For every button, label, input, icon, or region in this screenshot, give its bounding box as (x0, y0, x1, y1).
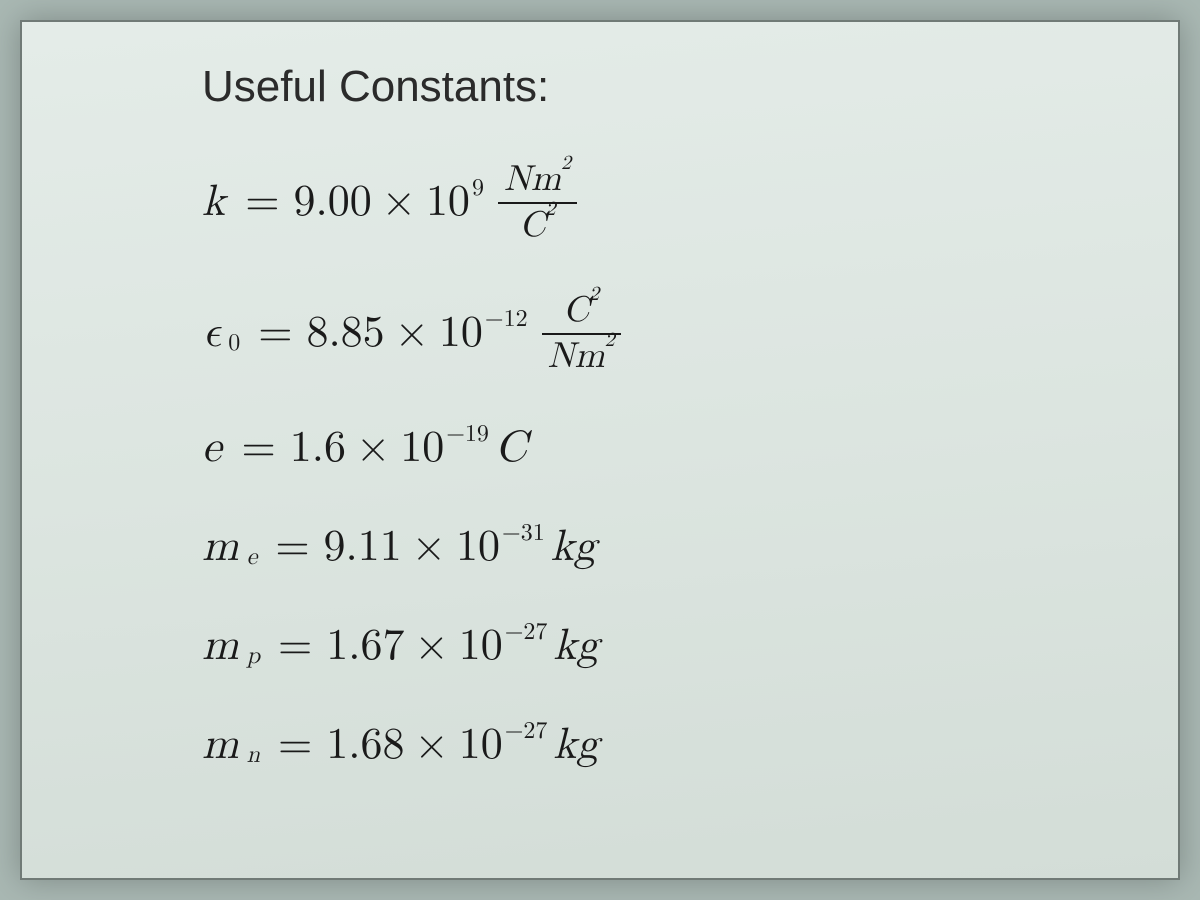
exponent: 9 (472, 174, 484, 203)
exponent: −12 (485, 305, 528, 334)
subscript: p (247, 642, 260, 671)
unit-denominator: C2 (513, 206, 561, 246)
base: 10 (459, 719, 503, 772)
constant-row-mn: mn = 1.68 × 10−27 kg (202, 719, 998, 772)
exponent: −27 (505, 717, 548, 746)
page-title: Useful Constants: (202, 62, 998, 112)
unit-numerator: C2 (557, 291, 605, 331)
base: 10 (400, 422, 444, 475)
symbol-k: k (202, 176, 225, 229)
unit-fraction: Nm2 C2 (498, 160, 577, 245)
symbol-e: e (202, 422, 222, 475)
exponent: −27 (505, 618, 548, 647)
times-sign: × (382, 176, 416, 229)
symbol-m: m (202, 521, 239, 574)
constant-row-k: k = 9.00 × 109 Nm2 C2 (202, 160, 998, 245)
coeff: 1.68 (326, 719, 404, 772)
base: 10 (426, 176, 470, 229)
coeff: 1.67 (326, 620, 404, 673)
symbol-m: m (202, 719, 239, 772)
base: 10 (459, 620, 503, 673)
equals-sign: = (258, 307, 292, 360)
coeff: 8.85 (306, 307, 384, 360)
unit: kg (553, 719, 598, 772)
subscript: 0 (228, 329, 240, 358)
times-sign: × (395, 307, 429, 360)
equals-sign: = (245, 176, 279, 229)
coeff: 9.00 (293, 176, 371, 229)
symbol-epsilon: ϵ (202, 307, 220, 360)
base: 10 (456, 521, 500, 574)
equals-sign: = (278, 719, 312, 772)
base: 10 (439, 307, 483, 360)
content-region: Useful Constants: k = 9.00 × 109 Nm2 C2 … (22, 22, 1178, 858)
constant-row-epsilon0: ϵ0 = 8.85 × 10−12 C2 Nm2 (202, 291, 998, 376)
coeff: 1.6 (290, 422, 346, 475)
equals-sign: = (275, 521, 309, 574)
unit: kg (551, 521, 596, 574)
unit: kg (553, 620, 598, 673)
equals-sign: = (242, 422, 276, 475)
subscript: n (247, 741, 260, 770)
unit-denominator: Nm2 (542, 337, 621, 377)
equals-sign: = (278, 620, 312, 673)
unit: C (495, 422, 527, 475)
constant-row-me: me = 9.11 × 10−31 kg (202, 521, 998, 574)
unit-fraction: C2 Nm2 (542, 291, 621, 376)
constant-row-mp: mp = 1.67 × 10−27 kg (202, 620, 998, 673)
exponent: −19 (446, 420, 489, 449)
symbol-m: m (202, 620, 239, 673)
exponent: −31 (502, 519, 545, 548)
unit-numerator: Nm2 (498, 160, 577, 200)
constant-row-e: e = 1.6 × 10−19 C (202, 422, 998, 475)
screen-frame: Useful Constants: k = 9.00 × 109 Nm2 C2 … (20, 20, 1180, 880)
times-sign: × (356, 422, 390, 475)
times-sign: × (414, 620, 448, 673)
times-sign: × (412, 521, 446, 574)
coeff: 9.11 (324, 521, 402, 574)
subscript: e (247, 543, 258, 572)
times-sign: × (414, 719, 448, 772)
